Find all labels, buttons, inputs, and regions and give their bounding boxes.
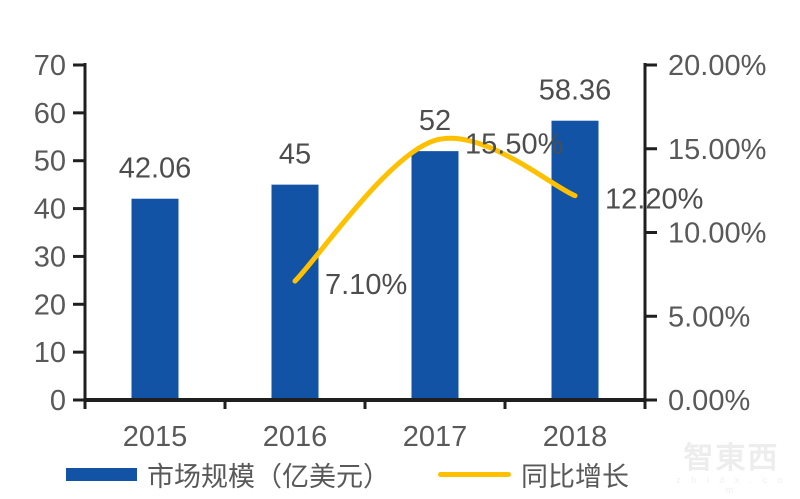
left-axis-tick-label: 60 (34, 98, 66, 130)
left-axis-tick-label: 30 (34, 241, 66, 273)
bar-data-label: 42.06 (119, 153, 192, 185)
x-axis-category-label: 2017 (403, 421, 468, 453)
right-axis-tick-label: 20.00% (668, 50, 766, 82)
line-series-swatch (438, 471, 511, 477)
right-axis-tick-label: 0.00% (668, 385, 750, 417)
bar-2018 (551, 120, 599, 400)
left-axis-tick-label: 70 (34, 50, 66, 82)
watermark: 智東西 z h i d x . c o m (669, 442, 794, 495)
x-axis-category-label: 2015 (123, 421, 188, 453)
bar-2015 (131, 198, 179, 400)
line-data-label: 7.10% (325, 269, 407, 301)
x-axis-category-label: 2016 (263, 421, 328, 453)
watermark-logo-text: 智東西 (683, 442, 780, 475)
bar-2016 (271, 184, 319, 400)
left-axis-tick-label: 10 (34, 337, 66, 369)
legend-item-growth: 同比增长 (438, 458, 629, 492)
right-axis-tick-label: 15.00% (668, 134, 766, 166)
chart-legend: 市场规模（亿美元） 同比增长 (0, 458, 800, 492)
legend-label-market-size: 市场规模（亿美元） (147, 461, 390, 492)
left-axis-tick-label: 40 (34, 194, 66, 226)
bar-data-label: 45 (279, 139, 311, 171)
x-axis-category-label: 2018 (543, 421, 608, 453)
line-data-label: 15.50% (465, 128, 563, 160)
legend-label-growth: 同比增长 (521, 461, 629, 492)
bar-series-swatch (66, 467, 137, 481)
left-axis-tick-label: 0 (50, 385, 66, 417)
bar-data-label: 58.36 (539, 75, 612, 107)
watermark-url-text: z h i d x . c o m (676, 475, 787, 495)
legend-item-market-size: 市场规模（亿美元） (66, 458, 390, 492)
bar-2017 (411, 151, 459, 400)
line-data-label: 12.20% (605, 184, 703, 216)
left-axis-tick-label: 50 (34, 146, 66, 178)
bar-data-label: 52 (419, 105, 451, 137)
left-axis-tick-label: 20 (34, 289, 66, 321)
growth-line (292, 135, 578, 284)
right-axis-tick-label: 5.00% (668, 301, 750, 333)
right-axis-tick-label: 10.00% (668, 218, 766, 250)
